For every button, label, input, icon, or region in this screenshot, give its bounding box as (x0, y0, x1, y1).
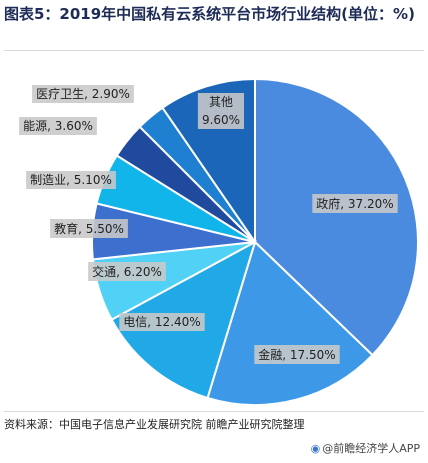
pie-slice-1 (206, 240, 374, 406)
slice-label-box (254, 345, 340, 364)
slice-label-text: 医疗卫生, 2.90% (36, 87, 130, 101)
slice-label-box (197, 93, 244, 129)
slice-label-2: 电信, 12.40% (119, 313, 205, 331)
slice-label-7: 医疗卫生, 2.90% (32, 85, 134, 103)
slice-label-text: 教育, 5.50% (54, 221, 124, 236)
slice-label-text: 政府, 37.20% (316, 196, 393, 211)
slice-label-line: 其他 (209, 95, 233, 109)
slice-label-box (119, 313, 205, 331)
slice-label-8: 其他 9.60% (197, 93, 244, 129)
title-divider (4, 50, 424, 51)
slice-label-line: 9.60% (202, 113, 240, 127)
source-note: 资料来源：中国电子信息产业发展研究院 前瞻产业研究院整理 (4, 418, 305, 431)
slice-label-6: 能源, 3.60% (19, 117, 97, 135)
chart-title: 图表5：2019年中国私有云系统平台市场行业结构(单位：%) (4, 5, 415, 23)
slice-label-text: 能源, 3.60% (23, 119, 93, 133)
slice-label-box (26, 171, 116, 189)
credit-line: ◉ @前瞻经济学人APP (311, 440, 420, 456)
slice-label-text: 金融, 17.50% (258, 347, 335, 362)
slice-label-text: 电信, 12.40% (123, 315, 200, 329)
credit-text: @前瞻经济学人APP (322, 442, 420, 455)
slice-label-box (19, 117, 97, 135)
slice-label-text: 其他 9.60% (202, 95, 240, 127)
slice-label-box (32, 85, 134, 103)
pie-slice-0 (254, 77, 419, 357)
slice-label-box (50, 219, 128, 238)
slice-label-box (88, 262, 166, 281)
slice-label-3: 交通, 6.20% (88, 262, 166, 281)
slice-label-text: 交通, 6.20% (92, 264, 162, 279)
footer-divider (4, 411, 424, 412)
slice-label-5: 制造业, 5.10% (26, 171, 116, 189)
slice-label-box (312, 194, 398, 213)
slice-label-1: 金融, 17.50% (254, 345, 340, 364)
slice-label-text: 制造业, 5.10% (30, 173, 112, 187)
slice-label-4: 教育, 5.50% (50, 219, 128, 238)
logo-icon: ◉ (310, 442, 321, 455)
slice-label-0: 政府, 37.20% (312, 194, 398, 213)
